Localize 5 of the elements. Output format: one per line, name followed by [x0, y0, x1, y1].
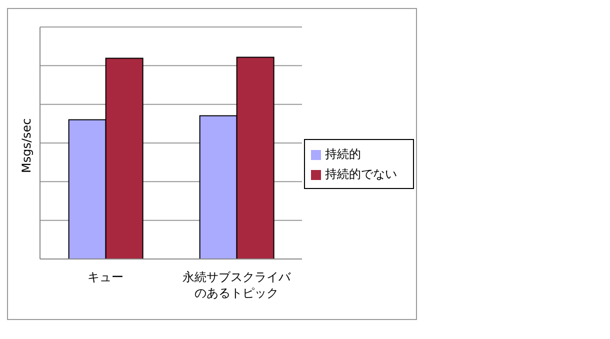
x-tick-label: キュー — [88, 270, 124, 284]
x-tick-label: 永続サブスクライバのあるトピック — [182, 270, 292, 300]
y-axis-title: Msgs/sec — [19, 118, 34, 173]
legend-label: 持続的でない — [325, 167, 397, 181]
legend-label: 持続的 — [325, 147, 361, 161]
